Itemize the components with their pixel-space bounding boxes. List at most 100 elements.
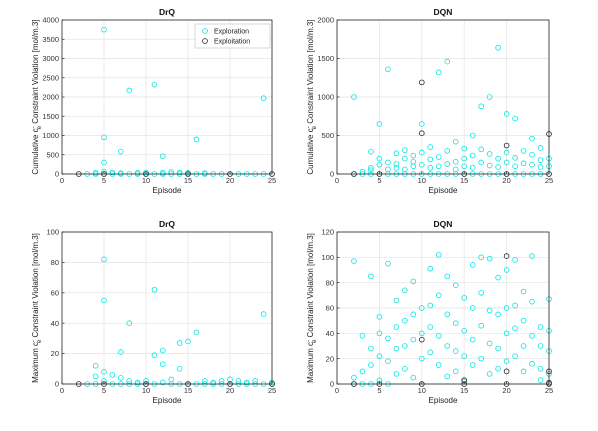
chart-dqn-maximum: 0 5 10 15 20 25 0 20 40 60 80 100 120 DQN Episode Maxim… <box>306 219 553 405</box>
exploration-point <box>503 111 510 117</box>
exploration-point <box>478 103 484 110</box>
exploration-point <box>151 286 158 293</box>
chart-title: DrQ <box>159 7 175 17</box>
legend: Exploration Exploitation <box>194 23 271 49</box>
exploration-point <box>520 317 527 324</box>
exploration-point <box>537 377 544 384</box>
exploration-point <box>452 138 459 145</box>
x-tick-label: 25 <box>545 386 553 395</box>
exploration-point <box>151 352 158 358</box>
exploration-point <box>495 155 501 162</box>
exploration-point <box>486 255 493 262</box>
exploration-point <box>444 273 451 280</box>
exploration-point <box>134 379 141 386</box>
exploration-point <box>410 278 417 285</box>
exploration-point <box>376 353 383 359</box>
x-tick-label: 15 <box>460 176 468 185</box>
exploration-point <box>101 369 107 375</box>
y-tick-label: 60 <box>51 288 59 297</box>
x-tick-label: 20 <box>226 386 234 395</box>
exploration-point <box>435 163 442 170</box>
exploration-point <box>385 66 391 73</box>
exploration-point <box>452 348 459 354</box>
y-tick-label: 4000 <box>42 16 59 25</box>
exploration-point <box>393 371 400 377</box>
exploration-point <box>368 167 374 173</box>
exploration-point <box>244 379 250 386</box>
exploration-point <box>101 26 107 33</box>
exploration-point <box>402 365 408 372</box>
exploration-point <box>393 165 400 171</box>
exploration-point <box>418 330 425 337</box>
y-tick-label: 100 <box>46 228 59 237</box>
exploration-point <box>461 353 468 359</box>
exploration-point <box>410 336 417 343</box>
exploration-point <box>512 257 518 263</box>
exploration-point <box>359 333 366 339</box>
legend-marker-exploitation <box>202 38 208 44</box>
exploration-point <box>435 154 442 160</box>
exploration-point <box>444 311 451 318</box>
exploration-point <box>160 170 166 176</box>
y-tick-label: 100 <box>321 253 334 262</box>
exploration-point <box>385 358 391 365</box>
exploration-point <box>503 267 510 273</box>
y-axis-label-sup: - <box>306 126 312 128</box>
exploration-point <box>368 362 374 368</box>
chart-title: DQN <box>434 219 453 229</box>
exploration-point <box>160 347 166 354</box>
exploration-point <box>118 375 124 381</box>
legend-box <box>194 23 271 49</box>
exploration-point <box>452 368 459 375</box>
exploration-point <box>427 349 434 356</box>
exploration-point <box>427 144 434 150</box>
y-axis-label-sub: e <box>312 125 318 129</box>
x-axis-label: Episode <box>153 186 182 195</box>
exploitation-point <box>503 368 510 375</box>
y-axis-label-suffix: Constraint Violation [mol/m.3] <box>31 233 40 340</box>
exploration-point <box>435 333 442 339</box>
y-tick-label: 2000 <box>317 16 334 25</box>
x-tick-label: 25 <box>545 176 553 185</box>
exploration-point <box>469 152 476 159</box>
exploration-point <box>385 260 391 267</box>
exploration-point <box>393 150 400 157</box>
chart-drq-maximum: 0 5 10 15 20 25 0 20 40 60 80 100 DrQ Episode Maximum … <box>31 219 276 405</box>
y-axis-label: Maximum c-e Constraint Violation [mol/m.… <box>31 233 43 383</box>
exploration-point <box>260 311 267 317</box>
exploration-point <box>486 151 493 157</box>
exploration-point <box>101 297 107 304</box>
exploration-point <box>469 336 476 343</box>
exploration-point <box>402 343 408 349</box>
y-axis-label-sup: - <box>31 126 37 128</box>
exploration-point <box>402 287 408 294</box>
exploration-point <box>503 149 510 156</box>
y-tick-label: 2500 <box>42 73 59 82</box>
exploration-point <box>461 155 468 162</box>
exploration-point <box>126 320 132 327</box>
y-axis-label-suffix: Constraint Violation [mol/m.3] <box>31 19 40 126</box>
x-axis-label: Episode <box>429 186 458 195</box>
exploration-point <box>503 330 510 337</box>
exploration-point <box>359 368 366 375</box>
exploration-point <box>109 372 116 378</box>
exploration-point <box>495 164 501 170</box>
x-axis-label: Episode <box>429 396 458 405</box>
exploration-point <box>478 254 484 261</box>
x-tick-label: 10 <box>142 386 150 395</box>
exploration-point <box>512 302 518 309</box>
y-tick-label: 120 <box>321 228 334 237</box>
exploration-point <box>368 273 374 280</box>
exploration-point <box>520 160 527 167</box>
exploration-point <box>368 165 374 171</box>
x-axis-label: Episode <box>153 396 182 405</box>
exploration-point <box>537 343 544 349</box>
exploration-point <box>537 157 544 163</box>
y-tick-label: 500 <box>321 131 334 140</box>
exploration-point <box>185 338 191 345</box>
exploration-point <box>444 148 451 154</box>
y-axis-label-sup: - <box>31 340 37 342</box>
exploration-point <box>427 156 434 163</box>
exploration-point <box>469 132 476 139</box>
exploration-point <box>418 121 425 127</box>
